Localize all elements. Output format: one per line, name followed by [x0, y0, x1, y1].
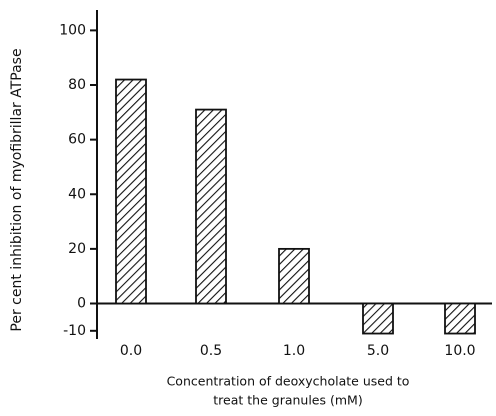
- bar: [278, 247, 310, 305]
- x-axis-label: treat the granules (mM): [213, 393, 362, 408]
- y-axis-label: Per cent inhibition of myofibrillar ATPa…: [9, 48, 25, 331]
- bar: [444, 302, 476, 335]
- y-tick-label: 40: [68, 186, 86, 202]
- x-tick-label: 0.0: [120, 343, 142, 359]
- x-tick-label: 1.0: [283, 343, 305, 359]
- x-axis-label: Concentration of deoxycholate used to: [167, 374, 410, 389]
- y-tick-label: 20: [68, 241, 86, 257]
- bar: [115, 78, 147, 305]
- x-tick-label: 0.5: [200, 343, 222, 359]
- y-tick-label: 80: [68, 77, 86, 93]
- x-tick-label: 5.0: [367, 343, 389, 359]
- y-tick-label: 60: [68, 132, 86, 148]
- x-tick-label: 10.0: [444, 343, 475, 359]
- y-tick-label: 0: [77, 295, 86, 311]
- bar: [195, 108, 227, 305]
- bar: [362, 302, 394, 335]
- y-tick-label: 100: [59, 22, 86, 38]
- y-tick-label: -10: [63, 323, 86, 339]
